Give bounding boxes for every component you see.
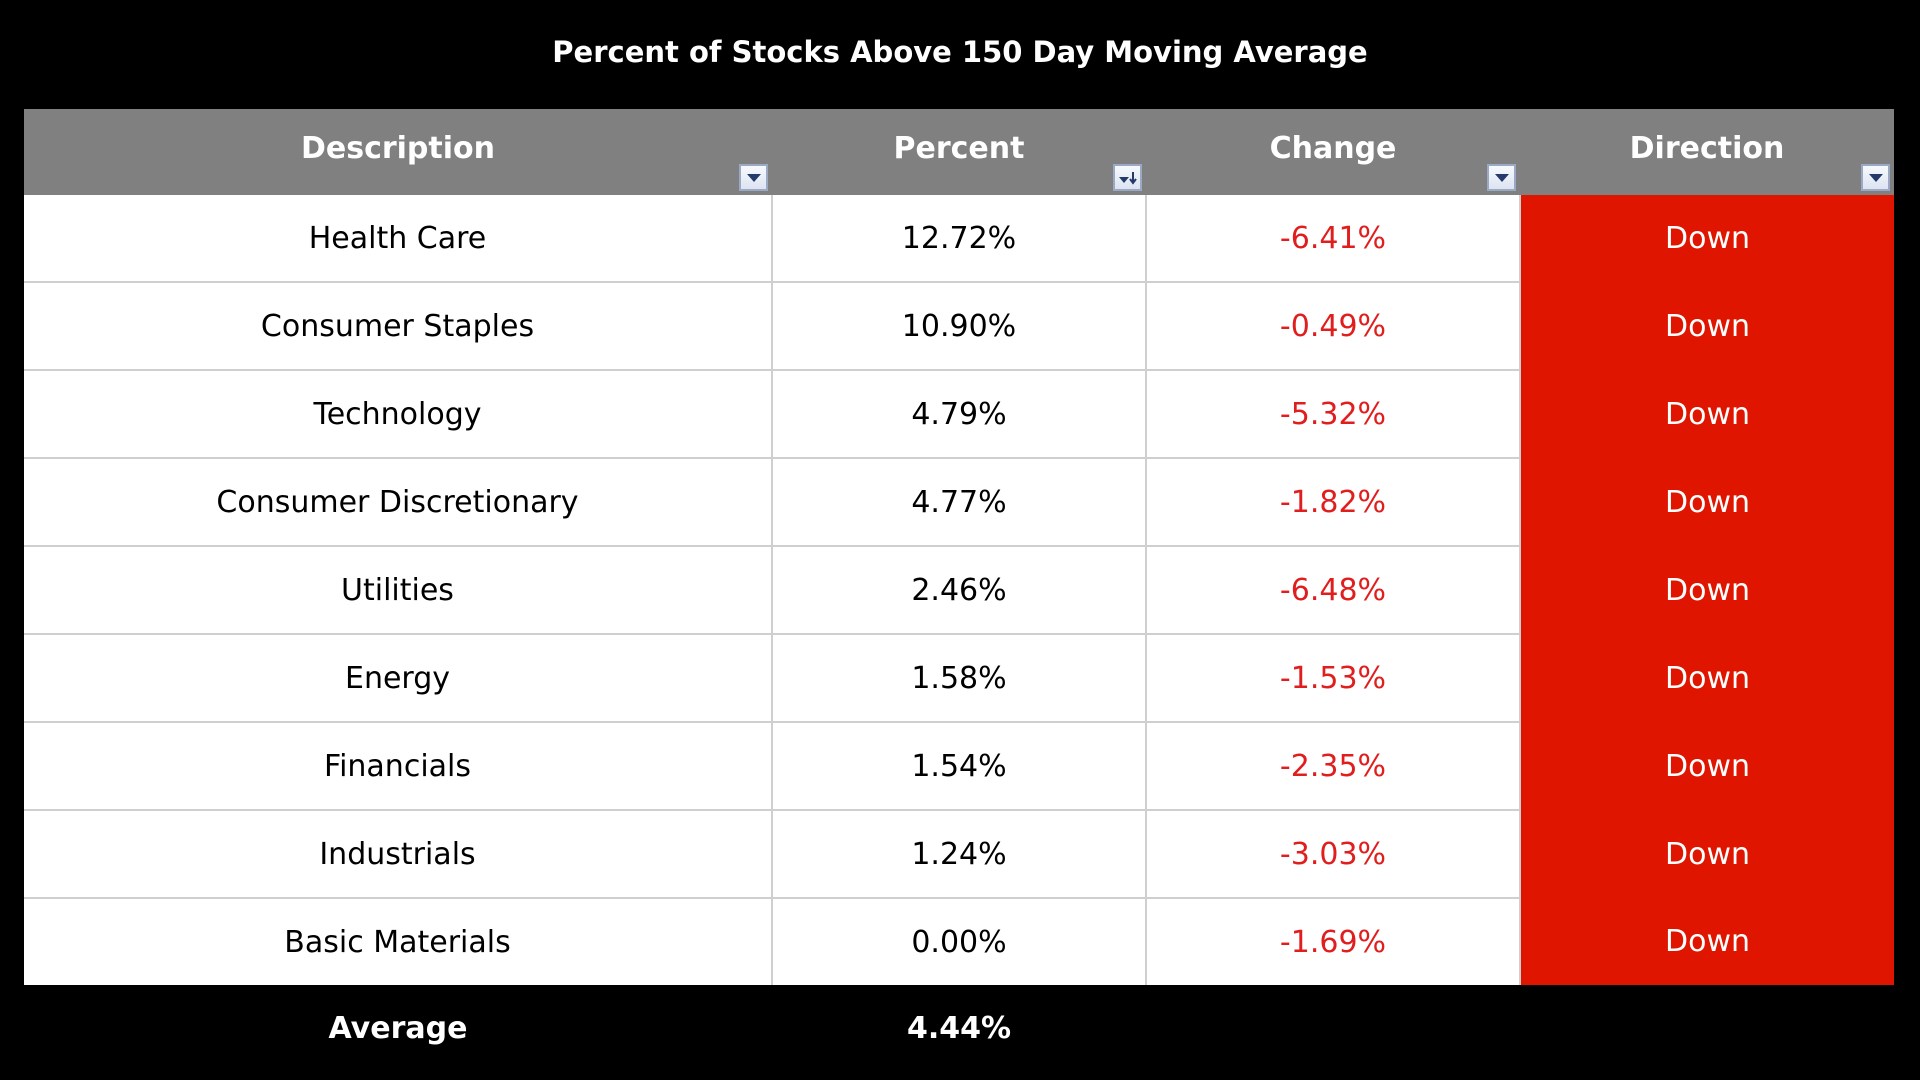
table-row: Technology 4.79% -5.32% Down — [24, 370, 1894, 459]
chevron-down-icon — [1494, 173, 1509, 182]
sort-descending-icon — [1118, 171, 1137, 185]
average-row: Average 4.44% — [24, 985, 1894, 1071]
change-cell: -2.35% — [1146, 722, 1521, 811]
description-cell: Consumer Discretionary — [24, 458, 773, 547]
description-filter-button[interactable] — [739, 164, 768, 191]
column-header-description: Description — [24, 109, 772, 195]
direction-cell: Down — [1520, 195, 1894, 282]
column-header-percent: Percent — [772, 109, 1146, 195]
description-cell: Health Care — [24, 195, 773, 283]
percent-cell: 0.00% — [772, 898, 1147, 985]
header-row: Description Percent Change Direction — [24, 109, 1894, 195]
description-cell: Energy — [24, 634, 773, 723]
change-filter-button[interactable] — [1487, 164, 1516, 191]
column-header-label: Direction — [1629, 130, 1785, 166]
direction-cell: Down — [1520, 898, 1894, 985]
percent-cell: 1.24% — [772, 810, 1147, 899]
stocks-table: Description Percent Change Direction — [24, 109, 1894, 1071]
table-row: Utilities 2.46% -6.48% Down — [24, 546, 1894, 635]
column-header-label: Change — [1269, 130, 1397, 166]
change-cell: -1.82% — [1146, 458, 1521, 547]
change-cell: -1.69% — [1146, 898, 1521, 985]
chevron-down-icon — [1868, 173, 1883, 182]
direction-cell: Down — [1520, 546, 1894, 634]
average-label: Average — [24, 985, 772, 1071]
column-header-label: Description — [300, 130, 496, 166]
direction-cell: Down — [1520, 810, 1894, 898]
average-change-empty — [1146, 985, 1520, 1071]
percent-cell: 1.58% — [772, 634, 1147, 723]
percent-cell: 2.46% — [772, 546, 1147, 635]
description-cell: Industrials — [24, 810, 773, 899]
direction-cell: Down — [1520, 282, 1894, 370]
table-row: Financials 1.54% -2.35% Down — [24, 722, 1894, 811]
change-cell: -6.48% — [1146, 546, 1521, 635]
description-cell: Basic Materials — [24, 898, 773, 985]
change-cell: -6.41% — [1146, 195, 1521, 283]
column-header-change: Change — [1146, 109, 1520, 195]
percent-cell: 4.79% — [772, 370, 1147, 459]
direction-cell: Down — [1520, 634, 1894, 722]
change-cell: -1.53% — [1146, 634, 1521, 723]
table-row: Basic Materials 0.00% -1.69% Down — [24, 898, 1894, 985]
column-header-label: Percent — [893, 130, 1025, 166]
chevron-down-icon — [746, 173, 761, 182]
description-cell: Consumer Staples — [24, 282, 773, 371]
percent-cell: 4.77% — [772, 458, 1147, 547]
description-cell: Utilities — [24, 546, 773, 635]
table-body: Health Care 12.72% -6.41% Down Consumer Stap… — [24, 195, 1894, 985]
description-cell: Financials — [24, 722, 773, 811]
direction-cell: Down — [1520, 458, 1894, 546]
percent-cell: 12.72% — [772, 195, 1147, 283]
change-cell: -0.49% — [1146, 282, 1521, 371]
table-row: Industrials 1.24% -3.03% Down — [24, 810, 1894, 899]
average-direction-empty — [1520, 985, 1894, 1071]
direction-cell: Down — [1520, 722, 1894, 810]
percent-cell: 10.90% — [772, 282, 1147, 371]
page-title: Percent of Stocks Above 150 Day Moving A… — [552, 35, 1368, 69]
change-cell: -3.03% — [1146, 810, 1521, 899]
table-row: Energy 1.58% -1.53% Down — [24, 634, 1894, 723]
change-cell: -5.32% — [1146, 370, 1521, 459]
percent-cell: 1.54% — [772, 722, 1147, 811]
direction-filter-button[interactable] — [1861, 164, 1890, 191]
table-row: Consumer Staples 10.90% -0.49% Down — [24, 282, 1894, 371]
description-cell: Technology — [24, 370, 773, 459]
percent-sort-button[interactable] — [1113, 164, 1142, 191]
table-row: Health Care 12.72% -6.41% Down — [24, 195, 1894, 283]
average-percent: 4.44% — [772, 985, 1146, 1071]
column-header-direction: Direction — [1520, 109, 1894, 195]
direction-cell: Down — [1520, 370, 1894, 458]
table-row: Consumer Discretionary 4.77% -1.82% Down — [24, 458, 1894, 547]
